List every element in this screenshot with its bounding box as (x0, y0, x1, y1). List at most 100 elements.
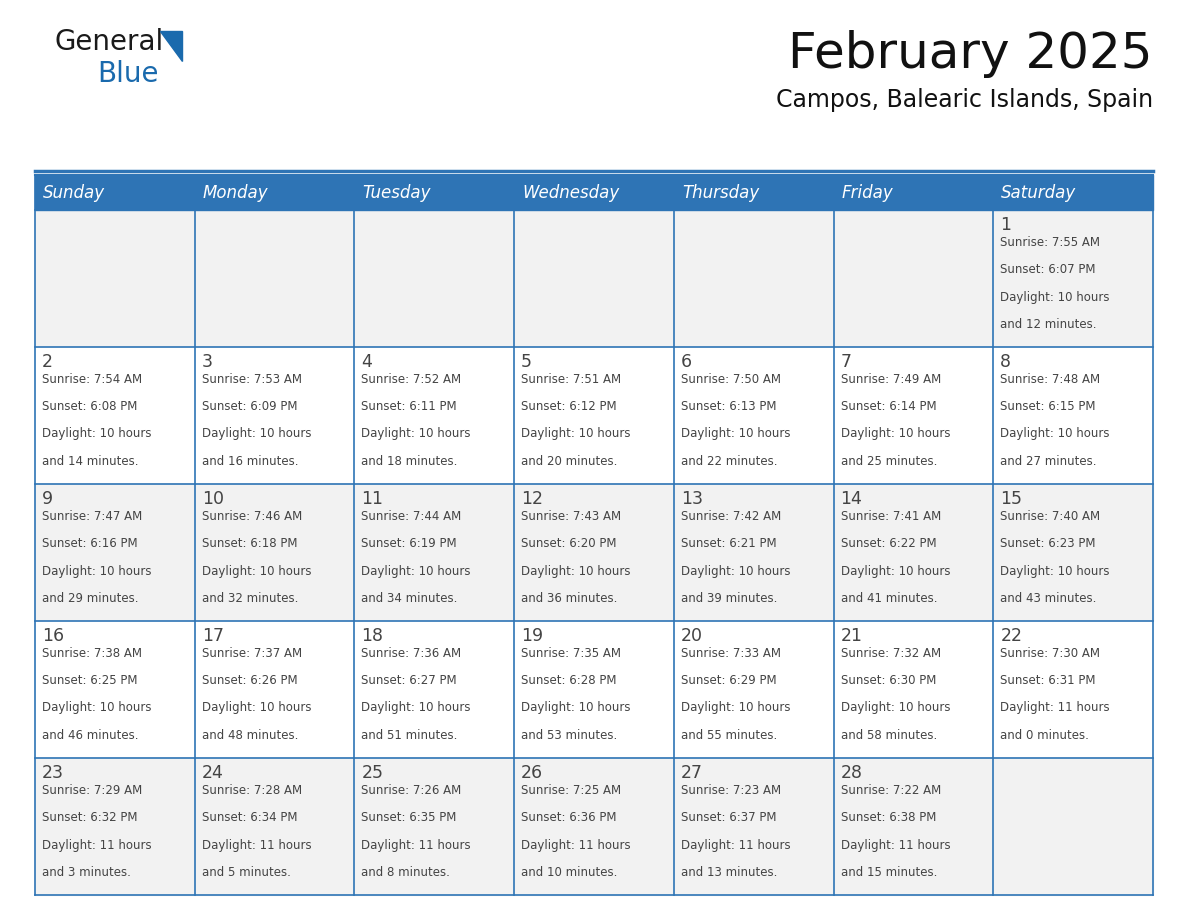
Text: and 55 minutes.: and 55 minutes. (681, 729, 777, 742)
Text: 20: 20 (681, 627, 703, 645)
Text: Sunrise: 7:47 AM: Sunrise: 7:47 AM (42, 510, 143, 523)
Text: 24: 24 (202, 764, 223, 782)
Text: 23: 23 (42, 764, 64, 782)
Text: and 46 minutes.: and 46 minutes. (42, 729, 139, 742)
Bar (993, 484, 1154, 621)
Text: 19: 19 (522, 627, 543, 645)
Text: Daylight: 10 hours: Daylight: 10 hours (202, 428, 311, 441)
Text: 9: 9 (42, 490, 53, 508)
Text: 26: 26 (522, 764, 543, 782)
Bar (514, 484, 674, 621)
Text: and 13 minutes.: and 13 minutes. (681, 866, 777, 879)
Text: and 29 minutes.: and 29 minutes. (42, 592, 139, 605)
Text: Sunrise: 7:23 AM: Sunrise: 7:23 AM (681, 784, 781, 797)
Text: Campos, Balearic Islands, Spain: Campos, Balearic Islands, Spain (776, 88, 1154, 112)
Text: Sunset: 6:13 PM: Sunset: 6:13 PM (681, 400, 776, 413)
Text: Sunset: 6:15 PM: Sunset: 6:15 PM (1000, 400, 1095, 413)
Text: Sunrise: 7:44 AM: Sunrise: 7:44 AM (361, 510, 462, 523)
Text: and 36 minutes.: and 36 minutes. (522, 592, 618, 605)
Text: Sunrise: 7:26 AM: Sunrise: 7:26 AM (361, 784, 462, 797)
Text: 18: 18 (361, 627, 384, 645)
Text: Daylight: 11 hours: Daylight: 11 hours (202, 838, 311, 852)
Bar (993, 175, 1154, 210)
Bar (514, 210, 674, 347)
Text: Daylight: 11 hours: Daylight: 11 hours (1000, 701, 1110, 714)
Text: and 18 minutes.: and 18 minutes. (361, 454, 457, 468)
Text: and 20 minutes.: and 20 minutes. (522, 454, 618, 468)
Text: and 34 minutes.: and 34 minutes. (361, 592, 457, 605)
Text: Sunrise: 7:42 AM: Sunrise: 7:42 AM (681, 510, 781, 523)
Text: Sunset: 6:37 PM: Sunset: 6:37 PM (681, 812, 776, 824)
Text: 16: 16 (42, 627, 64, 645)
Text: Sunset: 6:25 PM: Sunset: 6:25 PM (42, 674, 138, 688)
Text: Sunset: 6:07 PM: Sunset: 6:07 PM (1000, 263, 1095, 276)
Bar (34, 175, 195, 210)
Bar (993, 210, 1154, 347)
Bar (674, 347, 834, 484)
Text: Sunset: 6:14 PM: Sunset: 6:14 PM (841, 400, 936, 413)
Text: Thursday: Thursday (682, 184, 759, 201)
Text: 4: 4 (361, 353, 372, 371)
Text: Sunset: 6:11 PM: Sunset: 6:11 PM (361, 400, 457, 413)
Bar (514, 621, 674, 758)
Text: Sunset: 6:29 PM: Sunset: 6:29 PM (681, 674, 777, 688)
Bar (34, 621, 195, 758)
Text: 27: 27 (681, 764, 703, 782)
Text: Daylight: 10 hours: Daylight: 10 hours (1000, 290, 1110, 304)
Text: Tuesday: Tuesday (362, 184, 431, 201)
Text: and 12 minutes.: and 12 minutes. (1000, 318, 1097, 330)
Text: and 10 minutes.: and 10 minutes. (522, 866, 618, 879)
Bar (674, 210, 834, 347)
Text: and 5 minutes.: and 5 minutes. (202, 866, 291, 879)
Text: and 16 minutes.: and 16 minutes. (202, 454, 298, 468)
Text: Sunset: 6:20 PM: Sunset: 6:20 PM (522, 537, 617, 550)
Text: and 39 minutes.: and 39 minutes. (681, 592, 777, 605)
Bar (514, 347, 674, 484)
Text: Sunrise: 7:46 AM: Sunrise: 7:46 AM (202, 510, 302, 523)
Text: Daylight: 10 hours: Daylight: 10 hours (361, 701, 470, 714)
Text: Daylight: 10 hours: Daylight: 10 hours (1000, 565, 1110, 577)
Text: Daylight: 11 hours: Daylight: 11 hours (42, 838, 152, 852)
Bar (354, 758, 514, 895)
Text: 28: 28 (841, 764, 862, 782)
Text: Sunset: 6:38 PM: Sunset: 6:38 PM (841, 812, 936, 824)
Text: 17: 17 (202, 627, 223, 645)
Text: and 0 minutes.: and 0 minutes. (1000, 729, 1089, 742)
Text: Saturday: Saturday (1001, 184, 1076, 201)
Text: Sunset: 6:27 PM: Sunset: 6:27 PM (361, 674, 457, 688)
Text: and 43 minutes.: and 43 minutes. (1000, 592, 1097, 605)
Text: 13: 13 (681, 490, 703, 508)
Text: Daylight: 10 hours: Daylight: 10 hours (1000, 428, 1110, 441)
Text: 11: 11 (361, 490, 384, 508)
Text: Sunset: 6:31 PM: Sunset: 6:31 PM (1000, 674, 1095, 688)
Bar (34, 758, 195, 895)
Text: Sunrise: 7:41 AM: Sunrise: 7:41 AM (841, 510, 941, 523)
Bar (195, 347, 354, 484)
Text: February 2025: February 2025 (789, 30, 1154, 78)
Bar (195, 484, 354, 621)
Text: and 15 minutes.: and 15 minutes. (841, 866, 937, 879)
Text: Sunrise: 7:35 AM: Sunrise: 7:35 AM (522, 647, 621, 660)
Text: and 27 minutes.: and 27 minutes. (1000, 454, 1097, 468)
Text: Sunset: 6:26 PM: Sunset: 6:26 PM (202, 674, 297, 688)
Text: and 58 minutes.: and 58 minutes. (841, 729, 937, 742)
Text: Wednesday: Wednesday (523, 184, 619, 201)
Text: and 25 minutes.: and 25 minutes. (841, 454, 937, 468)
Text: Daylight: 10 hours: Daylight: 10 hours (202, 565, 311, 577)
Text: Sunset: 6:21 PM: Sunset: 6:21 PM (681, 537, 777, 550)
Text: Daylight: 10 hours: Daylight: 10 hours (522, 701, 631, 714)
Text: Sunset: 6:32 PM: Sunset: 6:32 PM (42, 812, 138, 824)
Text: 21: 21 (841, 627, 862, 645)
Polygon shape (160, 31, 182, 61)
Text: 10: 10 (202, 490, 223, 508)
Bar (674, 484, 834, 621)
Bar (34, 484, 195, 621)
Text: Sunset: 6:12 PM: Sunset: 6:12 PM (522, 400, 617, 413)
Bar (354, 621, 514, 758)
Bar (834, 484, 993, 621)
Text: Daylight: 11 hours: Daylight: 11 hours (361, 838, 472, 852)
Text: 5: 5 (522, 353, 532, 371)
Bar (834, 621, 993, 758)
Text: 6: 6 (681, 353, 691, 371)
Text: Sunrise: 7:38 AM: Sunrise: 7:38 AM (42, 647, 143, 660)
